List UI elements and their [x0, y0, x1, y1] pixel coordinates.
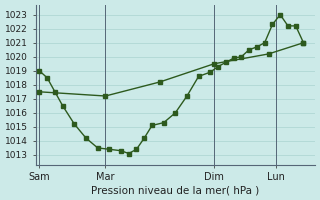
- X-axis label: Pression niveau de la mer( hPa ): Pression niveau de la mer( hPa ): [91, 185, 260, 195]
